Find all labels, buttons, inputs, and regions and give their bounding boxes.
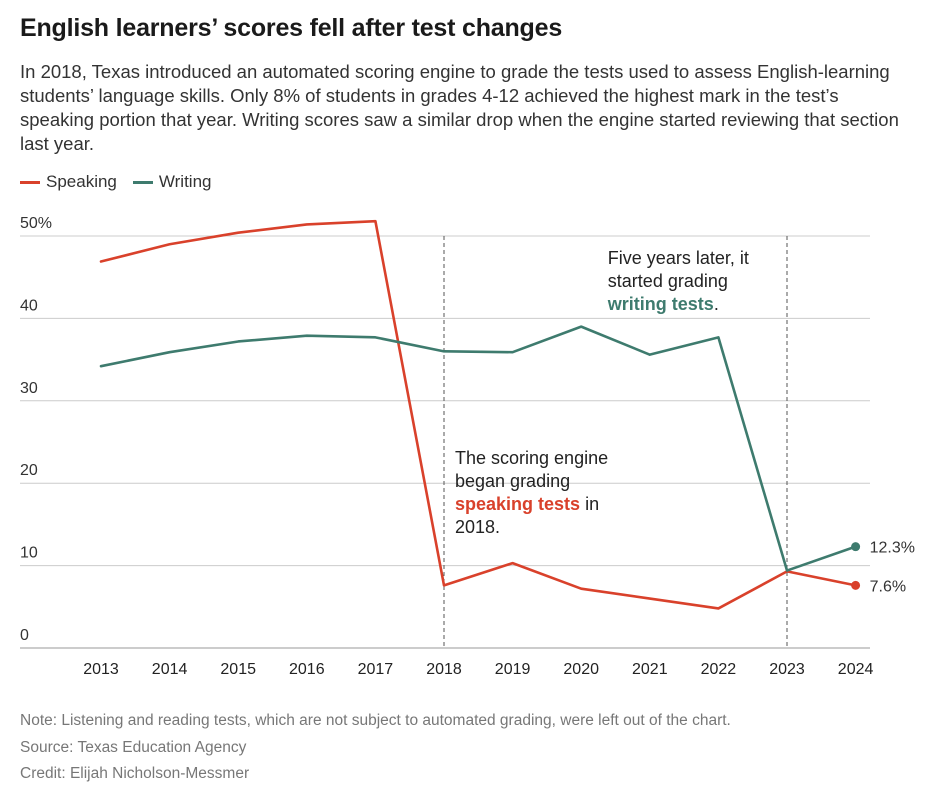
chart-title: English learners’ scores fell after test… [20,14,563,42]
x-tick-label: 2015 [220,661,256,678]
legend-swatch-writing [132,180,153,184]
end-dot-writing [851,542,861,552]
x-tick-label: 2020 [563,661,599,678]
end-dot-speaking [851,580,861,590]
x-tick-label: 2023 [769,661,805,678]
y-tick-label: 10 [20,545,38,562]
legend: Speaking Writing [20,172,227,192]
y-tick-label: 30 [20,380,38,397]
footer-note: Note: Listening and reading tests, which… [20,712,731,729]
legend-swatch-speaking [20,180,40,184]
x-tick-label: 2022 [701,661,737,678]
line-chart: 0 10 20 30 40 50% 2013 2014 2015 2016 2017 2018 2019… [20,215,915,678]
chart-subtitle: In 2018, Texas introduced an automated s… [20,61,899,154]
x-tick-label: 2024 [838,661,874,678]
annotation-speaking: The scoring engine began grading speaking … [455,448,608,537]
legend-label-speaking: Speaking [46,172,117,191]
footer-source: Source: Texas Education Agency [20,739,247,756]
legend-item-speaking: Speaking [20,172,117,192]
x-tick-label: 2017 [358,661,394,678]
y-tick-label: 0 [20,627,29,644]
annotation-writing: Five years later, it started grading writi… [607,248,749,314]
x-tick-label: 2013 [83,661,119,678]
x-tick-label: 2014 [152,661,188,678]
series-line-writing [99,325,857,572]
x-tick-label: 2021 [632,661,668,678]
end-label-speaking: 7.6% [870,578,906,595]
end-label-writing: 12.3% [870,540,915,557]
y-tick-label: 40 [20,297,38,314]
series-line-speaking [99,219,857,610]
x-tick-label: 2019 [495,661,531,678]
legend-label-writing: Writing [158,172,212,191]
x-tick-label: 2016 [289,661,325,678]
legend-item-writing: Writing [132,172,212,192]
footer-credit: Credit: Elijah Nicholson-Messmer [20,765,250,782]
x-tick-label: 2018 [426,661,462,678]
y-tick-label: 50% [20,215,52,232]
y-tick-label: 20 [20,462,38,479]
